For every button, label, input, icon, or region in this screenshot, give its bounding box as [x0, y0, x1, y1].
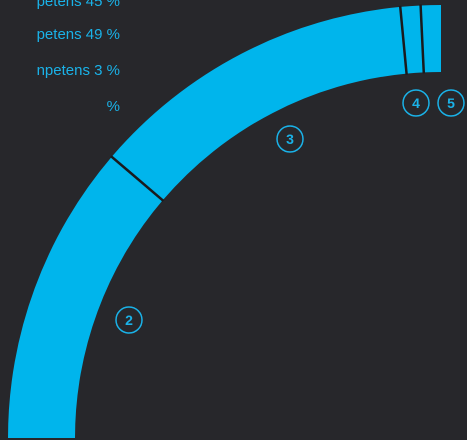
slice-label-text: 3	[286, 131, 294, 147]
slice-separator	[398, 5, 408, 75]
slice-label-ring	[437, 89, 465, 117]
slice-label-2: 2	[115, 306, 143, 334]
slice-label-4: 4	[402, 89, 430, 117]
slice-label-text: 2	[125, 312, 133, 328]
slice-label-ring	[402, 89, 430, 117]
slice-label-ring	[276, 125, 304, 153]
slice-label-5: 5	[437, 89, 465, 117]
slice-2	[8, 156, 163, 438]
slice-separator	[110, 155, 165, 202]
slice-3	[111, 6, 407, 201]
slice-5	[420, 5, 441, 73]
slice-label-3: 3	[276, 125, 304, 153]
slice-label-text: 4	[412, 95, 420, 111]
slice-label-ring	[115, 306, 143, 334]
slice-separator	[419, 4, 426, 74]
slice-label-text: 5	[447, 95, 455, 111]
